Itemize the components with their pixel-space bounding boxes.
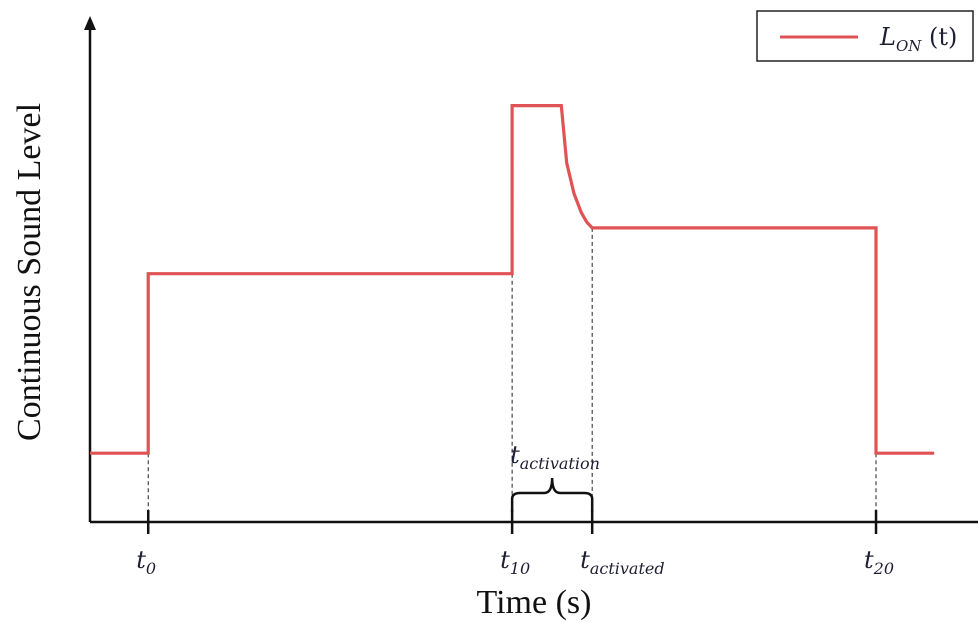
activation-label: tactivation bbox=[510, 441, 600, 473]
tick-label-main: t bbox=[864, 546, 874, 574]
x-axis-title: Time (s) bbox=[477, 584, 592, 621]
legend-label-main: L bbox=[879, 23, 896, 51]
legend: LON (t) bbox=[756, 10, 974, 62]
tick-label-main: t bbox=[500, 546, 510, 574]
activation-label-group: tactivation bbox=[510, 441, 600, 473]
series-layer bbox=[90, 103, 935, 455]
activation-brace-path bbox=[510, 477, 594, 512]
tick-label-sub: 10 bbox=[510, 559, 530, 578]
tick-label-tactivated: tactivated bbox=[580, 546, 664, 578]
tick-marks bbox=[146, 510, 878, 534]
y-axis-arrow-icon bbox=[84, 16, 96, 30]
legend-label-sub: ON bbox=[896, 37, 922, 55]
activation-label-main: t bbox=[510, 441, 520, 469]
activation-brace bbox=[510, 477, 594, 512]
tick-label-sub: 20 bbox=[873, 559, 894, 578]
y-axis-title: Continuous Sound Level bbox=[11, 103, 48, 441]
legend-label-suffix: (t) bbox=[921, 23, 957, 51]
tick-label-t0: t0 bbox=[136, 546, 156, 578]
tick-label-main: t bbox=[136, 546, 146, 574]
tick-label-sub: activated bbox=[590, 559, 665, 578]
series-line-0 bbox=[90, 103, 935, 455]
activation-label-sub: activation bbox=[520, 454, 600, 473]
tick-label-sub: 0 bbox=[146, 559, 156, 578]
legend-label: LON (t) bbox=[879, 23, 957, 55]
tick-label-main: t bbox=[580, 546, 590, 574]
x-tick-labels: t0 t10 tactivated t20 bbox=[136, 546, 894, 578]
tick-label-t20: t20 bbox=[864, 546, 894, 578]
tick-label-t10: t10 bbox=[500, 546, 530, 578]
